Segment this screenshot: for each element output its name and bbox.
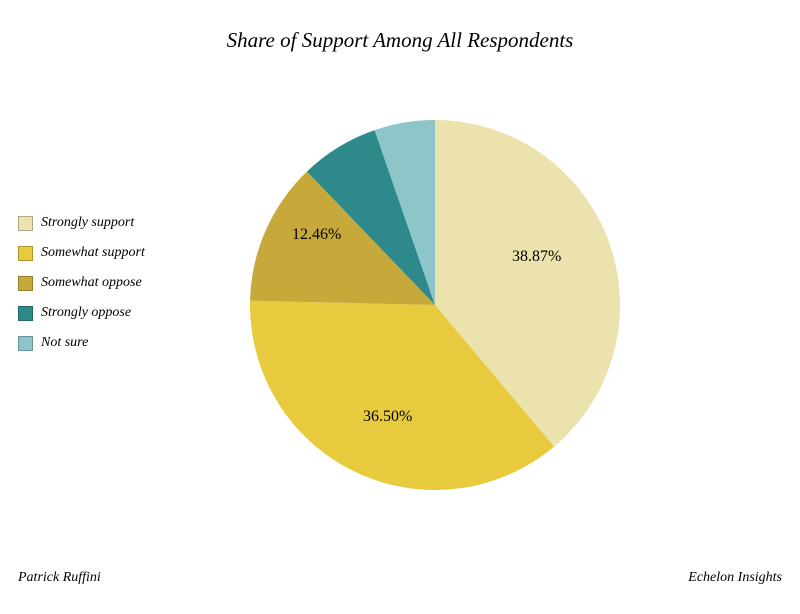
legend-label: Strongly oppose (41, 305, 131, 321)
credits-bar: Patrick Ruffini Echelon Insights (0, 570, 800, 586)
credit-left: Patrick Ruffini (18, 570, 101, 586)
credit-right: Echelon Insights (688, 570, 782, 586)
legend-label: Somewhat oppose (41, 275, 142, 291)
legend-item: Somewhat support (18, 245, 145, 261)
legend-swatch (18, 246, 33, 261)
legend-swatch (18, 276, 33, 291)
slice-percent-label: 36.50% (363, 408, 412, 426)
slice-percent-label: 38.87% (512, 248, 561, 266)
legend-label: Not sure (41, 335, 88, 351)
legend-swatch (18, 216, 33, 231)
legend-label: Somewhat support (41, 245, 145, 261)
slice-percent-label: 12.46% (292, 226, 341, 244)
legend-item: Somewhat oppose (18, 275, 145, 291)
legend-swatch (18, 336, 33, 351)
pie-chart (250, 120, 620, 490)
legend-item: Not sure (18, 335, 145, 351)
legend-item: Strongly support (18, 215, 145, 231)
legend-swatch (18, 306, 33, 321)
legend: Strongly support Somewhat support Somewhat… (18, 215, 145, 351)
legend-label: Strongly support (41, 215, 134, 231)
chart-title: Share of Support Among All Respondents (0, 28, 800, 53)
legend-item: Strongly oppose (18, 305, 145, 321)
